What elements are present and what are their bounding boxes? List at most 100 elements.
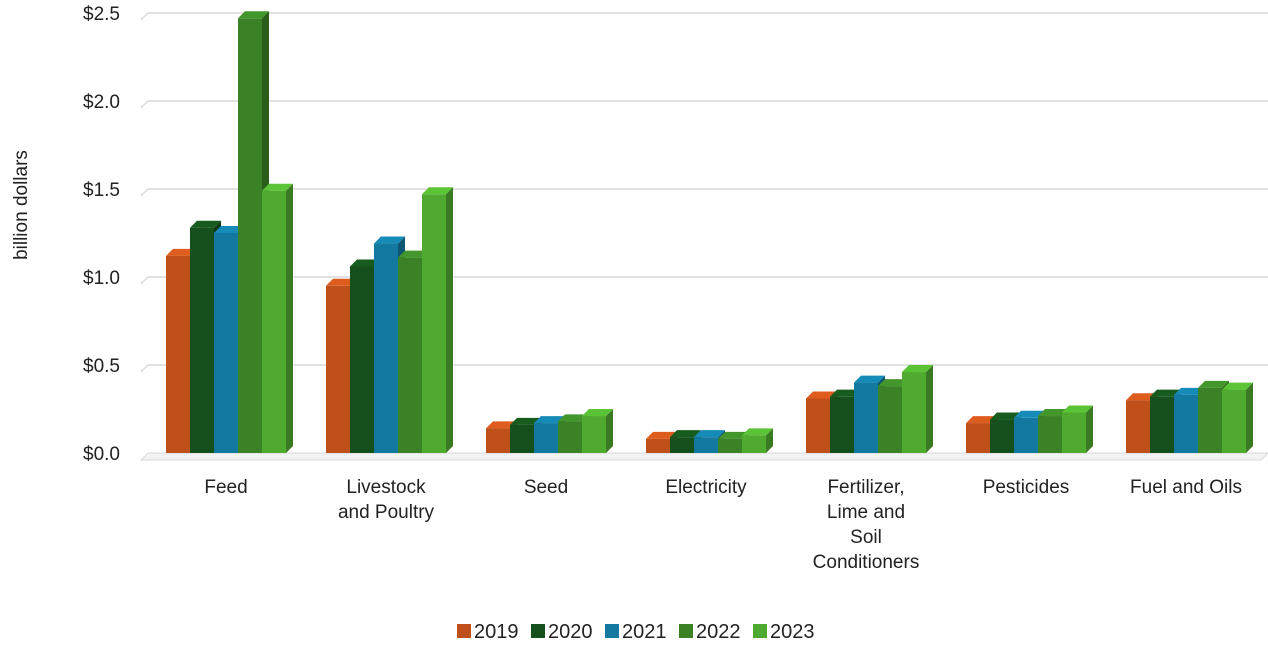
legend-item-2020: 2020 <box>531 621 593 643</box>
bar-front <box>398 257 422 453</box>
bar-2023 <box>1062 405 1093 453</box>
bar-top <box>1174 387 1205 395</box>
bar-top <box>486 421 517 429</box>
gridline-bevel <box>140 100 149 109</box>
x-category-label: Livestock and Poultry <box>338 477 435 523</box>
x-category-label: Electricity <box>665 477 747 498</box>
bar-side <box>286 183 293 453</box>
bar-top <box>374 236 405 244</box>
bar-front <box>1126 400 1150 453</box>
bar-front <box>1198 387 1222 453</box>
bar-front <box>422 194 446 453</box>
bar-top <box>1150 389 1181 397</box>
y-tick-label: $1.5 <box>83 180 120 201</box>
bar-top <box>830 389 861 397</box>
y-tick-label: $2.5 <box>83 4 120 25</box>
bar-front <box>238 18 262 454</box>
x-category-label: Fertilizer, Lime and Soil Conditioners <box>813 477 920 573</box>
bar-top <box>214 226 245 233</box>
legend-label: 2022 <box>696 621 741 643</box>
bar-top <box>646 431 677 439</box>
y-tick-label: $0.5 <box>83 356 120 377</box>
bar-top <box>534 416 565 424</box>
bar-top <box>190 220 221 228</box>
bar-front <box>878 386 902 453</box>
bar-2023 <box>262 183 293 453</box>
x-axis-categories: Feed Livestock and Poultry Seed Electricity F… <box>204 477 1242 573</box>
bar-top <box>966 416 997 424</box>
bar-top <box>582 409 613 417</box>
x-category-label: Pesticides <box>983 477 1070 498</box>
bar-top <box>238 11 269 19</box>
legend-item-2019: 2019 <box>457 621 519 643</box>
bar-front <box>806 398 830 453</box>
legend-swatch <box>457 624 471 638</box>
bar-front <box>854 382 878 453</box>
legend-label: 2023 <box>770 621 815 643</box>
bar-front <box>1222 389 1246 453</box>
gridline-bevel <box>140 12 149 21</box>
bar-side <box>1086 405 1093 453</box>
bar-top <box>1062 405 1093 413</box>
bar-top <box>262 183 293 191</box>
bar-top <box>806 391 837 399</box>
bar-top <box>398 250 429 258</box>
bar-top <box>166 248 197 256</box>
legend: 2019 2020 2021 2022 2023 <box>457 621 815 643</box>
legend-label: 2021 <box>622 621 667 643</box>
y-tick-label: $0.0 <box>83 444 120 465</box>
legend-swatch <box>605 624 619 638</box>
bar-front <box>966 423 990 453</box>
bar-front <box>534 423 558 453</box>
legend-swatch <box>753 624 767 638</box>
bar-front <box>1062 412 1086 453</box>
bar-front <box>350 266 374 453</box>
bar-front <box>670 437 694 453</box>
legend-label: 2019 <box>474 621 519 643</box>
bar-top <box>694 430 725 438</box>
legend-item-2022: 2022 <box>679 621 741 643</box>
bar-top <box>902 365 933 373</box>
y-axis-ticks: $0.0 $0.5 $1.0 $1.5 $2.0 $2.5 <box>83 4 120 465</box>
bar-front <box>166 255 190 453</box>
bar-top <box>558 414 589 422</box>
bar-top <box>1198 380 1229 388</box>
bars <box>166 11 1253 454</box>
bar-side <box>926 365 933 453</box>
x-category-label: Seed <box>524 477 568 498</box>
bar-front <box>1150 396 1174 453</box>
bar-front <box>558 421 582 453</box>
bar-top <box>1126 393 1157 401</box>
bar-front <box>374 243 398 453</box>
bar-top <box>1014 410 1045 418</box>
x-category-label: Fuel and Oils <box>1130 477 1242 498</box>
bar-front <box>1014 417 1038 453</box>
gridline-bevel <box>140 276 149 285</box>
bar-side <box>446 187 453 453</box>
bar-front <box>262 190 286 453</box>
bar-front <box>902 372 926 453</box>
bar-top <box>1038 409 1069 417</box>
bar-front <box>190 227 214 453</box>
bar-side <box>606 409 613 453</box>
bar-top <box>1222 382 1253 390</box>
bar-top <box>990 412 1021 420</box>
y-tick-label: $2.0 <box>83 92 120 113</box>
bar-front <box>646 438 670 453</box>
bar-front <box>718 438 742 453</box>
bar-front <box>510 424 534 453</box>
bar-front <box>1038 416 1062 453</box>
legend-swatch <box>531 624 545 638</box>
bar-front <box>830 396 854 453</box>
bar-top <box>326 278 357 286</box>
bar-top <box>878 379 909 387</box>
bar-2023 <box>1222 382 1253 453</box>
bar-2023 <box>582 409 613 453</box>
bar-2023 <box>742 428 773 453</box>
y-axis-label: billion dollars <box>11 150 32 260</box>
bar-side <box>1246 382 1253 453</box>
bar-front <box>990 419 1014 453</box>
legend-item-2021: 2021 <box>605 621 667 643</box>
bar-top <box>742 428 773 436</box>
